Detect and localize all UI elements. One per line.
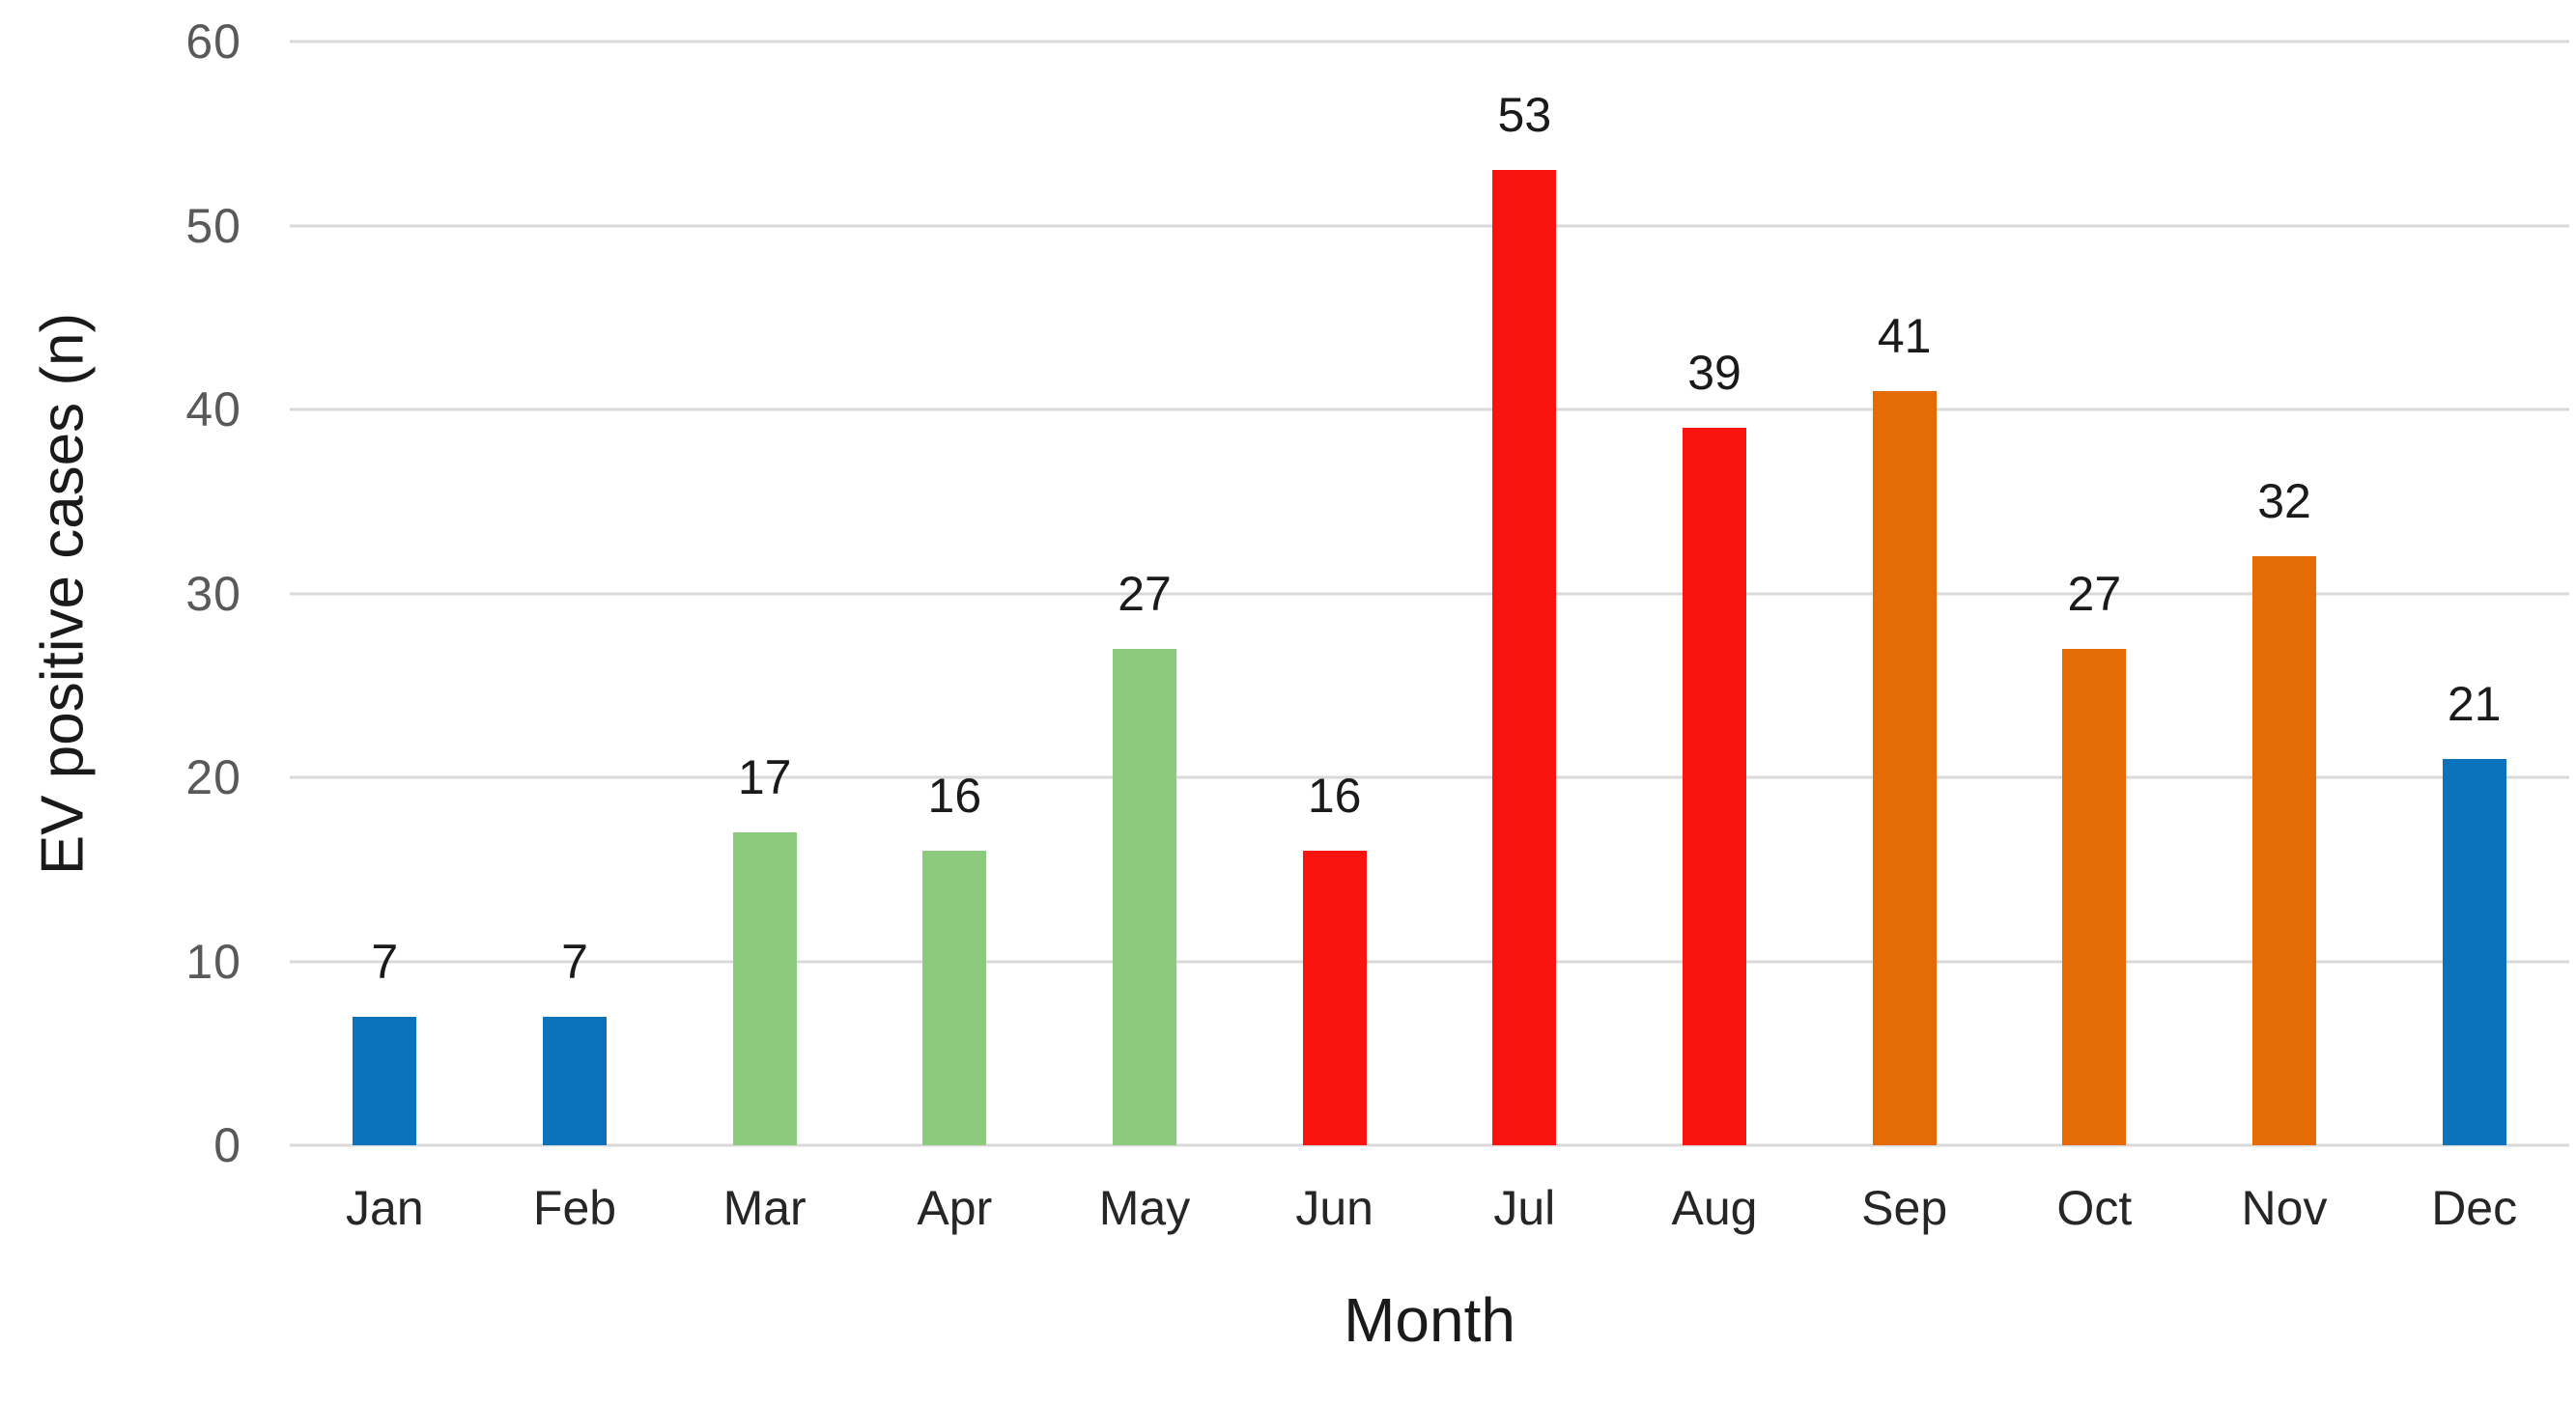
gridline-y-60 <box>290 40 2569 43</box>
gridline-y-40 <box>290 407 2569 411</box>
gridline-y-0 <box>290 1143 2569 1147</box>
bar-may <box>1113 648 1176 1145</box>
bar-value-label-may: 27 <box>1118 566 1172 621</box>
gridline-y-30 <box>290 592 2569 595</box>
bar-value-label-feb: 7 <box>561 934 588 989</box>
bar-jul <box>1492 170 1557 1145</box>
y-tick-label-20: 20 <box>185 750 241 804</box>
bar-value-label-jun: 16 <box>1307 769 1362 824</box>
x-axis-title: Month <box>1344 1285 1515 1355</box>
y-axis-title: EV positive cases (n) <box>29 312 97 876</box>
gridline-y-20 <box>290 775 2569 779</box>
bar-aug <box>1683 428 1746 1145</box>
bar-oct <box>2062 648 2127 1145</box>
bar-value-label-oct: 27 <box>2067 566 2122 621</box>
y-tick-label-0: 0 <box>213 1118 241 1172</box>
x-tick-label-apr: Apr <box>917 1181 993 1235</box>
bar-value-label-nov: 32 <box>2257 474 2311 529</box>
bar-apr <box>922 851 987 1145</box>
bar-feb <box>543 1016 607 1145</box>
gridline-y-50 <box>290 224 2569 227</box>
x-tick-label-oct: Oct <box>2056 1181 2133 1235</box>
x-tick-label-jun: Jun <box>1295 1181 1373 1235</box>
x-tick-label-jul: Jul <box>1493 1181 1556 1235</box>
y-tick-label-50: 50 <box>185 198 241 253</box>
bar-nov <box>2252 556 2316 1145</box>
bar-sep <box>1872 390 1937 1145</box>
bar-value-label-jul: 53 <box>1497 88 1552 143</box>
bar-value-label-jan: 7 <box>371 934 399 989</box>
bar-jun <box>1302 851 1367 1145</box>
plot-area: 7 7 17 16 27 16 53 39 41 27 32 21 <box>290 40 2569 1147</box>
x-tick-label-may: May <box>1098 1181 1191 1235</box>
y-tick-label-10: 10 <box>185 934 241 989</box>
x-tick-label-mar: Mar <box>722 1181 807 1235</box>
x-tick-label-jan: Jan <box>346 1181 424 1235</box>
y-tick-label-40: 40 <box>185 382 241 436</box>
bar-value-label-aug: 39 <box>1687 346 1741 401</box>
gridline-y-10 <box>290 960 2569 963</box>
bar-value-label-apr: 16 <box>927 769 982 824</box>
x-tick-label-dec: Dec <box>2431 1181 2518 1235</box>
bar-mar <box>732 832 797 1145</box>
bar-value-label-dec: 21 <box>2447 676 2502 731</box>
x-tick-label-aug: Aug <box>1671 1181 1758 1235</box>
x-tick-label-nov: Nov <box>2241 1181 2328 1235</box>
y-tick-label-30: 30 <box>185 566 241 621</box>
bar-dec <box>2442 758 2506 1145</box>
bar-value-label-mar: 17 <box>737 750 792 805</box>
bar-jan <box>353 1016 417 1145</box>
y-tick-label-60: 60 <box>185 14 241 69</box>
x-tick-label-sep: Sep <box>1861 1181 1948 1235</box>
x-tick-label-feb: Feb <box>532 1181 617 1235</box>
bar-value-label-sep: 41 <box>1877 308 1932 363</box>
